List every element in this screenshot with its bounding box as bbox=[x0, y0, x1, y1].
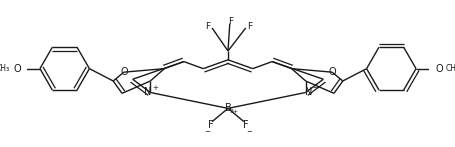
Text: F: F bbox=[243, 120, 248, 130]
Text: CH₃: CH₃ bbox=[445, 64, 455, 73]
Text: −: − bbox=[203, 129, 209, 135]
Text: F: F bbox=[205, 22, 210, 31]
Text: F: F bbox=[228, 17, 233, 26]
Text: O: O bbox=[434, 64, 442, 74]
Text: N: N bbox=[304, 87, 311, 97]
Text: CH₃: CH₃ bbox=[0, 64, 10, 73]
Text: F: F bbox=[247, 22, 252, 31]
Text: −: − bbox=[312, 85, 318, 91]
Text: +: + bbox=[152, 85, 157, 91]
Text: O: O bbox=[120, 67, 127, 77]
Text: O: O bbox=[328, 67, 335, 77]
Text: N: N bbox=[144, 87, 151, 97]
Text: F: F bbox=[207, 120, 212, 130]
Text: −: − bbox=[246, 129, 252, 135]
Text: B: B bbox=[224, 103, 231, 113]
Text: 3+: 3+ bbox=[229, 109, 238, 114]
Text: O: O bbox=[13, 64, 21, 74]
